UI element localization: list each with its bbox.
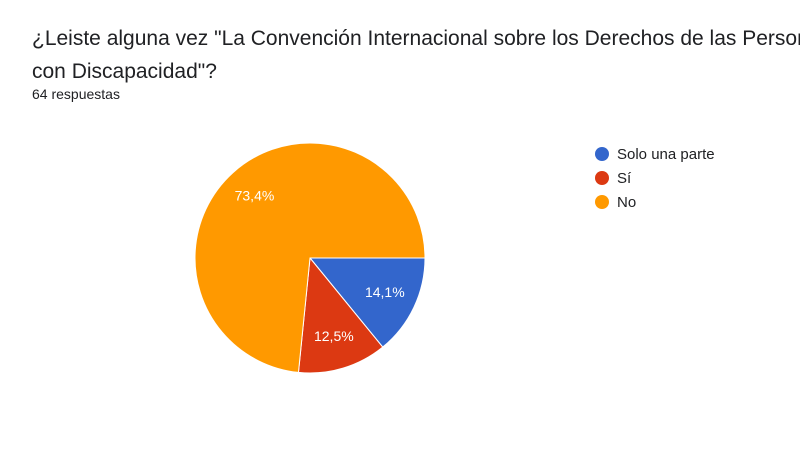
- slice-label: 73,4%: [235, 187, 275, 203]
- legend-label: Solo una parte: [617, 145, 715, 163]
- slice-label: 12,5%: [314, 328, 354, 344]
- chart-legend: Solo una parte Sí No: [595, 142, 715, 214]
- legend-item-solo-una-parte[interactable]: Solo una parte: [595, 142, 715, 166]
- slice-label: 14,1%: [365, 284, 405, 300]
- pie-slice-no[interactable]: [194, 142, 426, 373]
- response-count: 64 respuestas: [32, 86, 120, 102]
- pie-slice-sí[interactable]: [297, 256, 384, 374]
- legend-swatch: [595, 147, 609, 161]
- question-title: ¿Leiste alguna vez "La Convención Intern…: [32, 27, 800, 83]
- pie-slice-solo-una-parte[interactable]: [308, 257, 426, 348]
- legend-swatch: [595, 195, 609, 209]
- legend-label: Sí: [617, 169, 632, 187]
- legend-item-si[interactable]: Sí: [595, 166, 715, 190]
- legend-label: No: [617, 193, 637, 211]
- legend-swatch: [595, 171, 609, 185]
- legend-item-no[interactable]: No: [595, 190, 715, 214]
